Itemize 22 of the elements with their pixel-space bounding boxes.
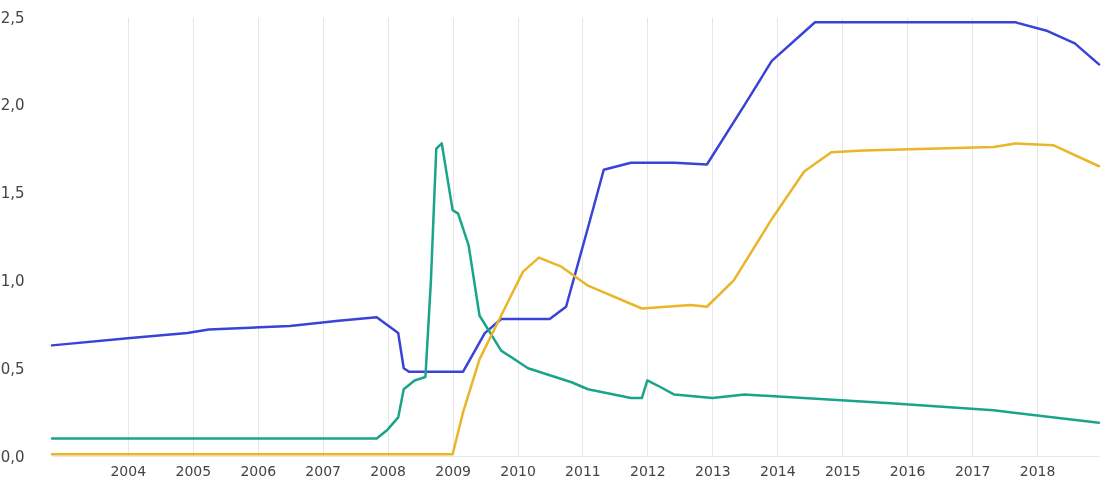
x-tick-label: 2009 [435, 462, 471, 479]
x-tick-label: 2013 [695, 462, 731, 479]
y-tick-label: 2,5 [0, 8, 25, 27]
line-series [50, 21, 1101, 373]
x-tick-label: 2011 [565, 462, 601, 479]
x-tick-label: 2016 [889, 462, 926, 479]
x-tick-label: 2012 [630, 462, 666, 479]
x-tick-label: 2008 [370, 462, 406, 479]
x-tick-label: 2017 [954, 462, 991, 479]
x-tick-label: 2007 [305, 462, 341, 479]
x-tick-label: 2004 [110, 462, 147, 479]
x-tick-label: 2006 [240, 462, 277, 479]
x-tick-label: 2010 [500, 462, 536, 479]
x-tick-label: 2014 [760, 462, 796, 479]
y-tick-label: 0,0 [0, 447, 25, 466]
y-tick-label: 1,5 [0, 184, 25, 203]
y-tick-label: 1,0 [0, 271, 25, 290]
x-tick-label: 2018 [1019, 462, 1056, 479]
y-tick-label: 2,0 [0, 96, 25, 115]
x-tick-label: 2005 [175, 462, 212, 479]
y-tick-label: 0,5 [0, 359, 25, 378]
x-tick-label: 2015 [824, 462, 861, 479]
